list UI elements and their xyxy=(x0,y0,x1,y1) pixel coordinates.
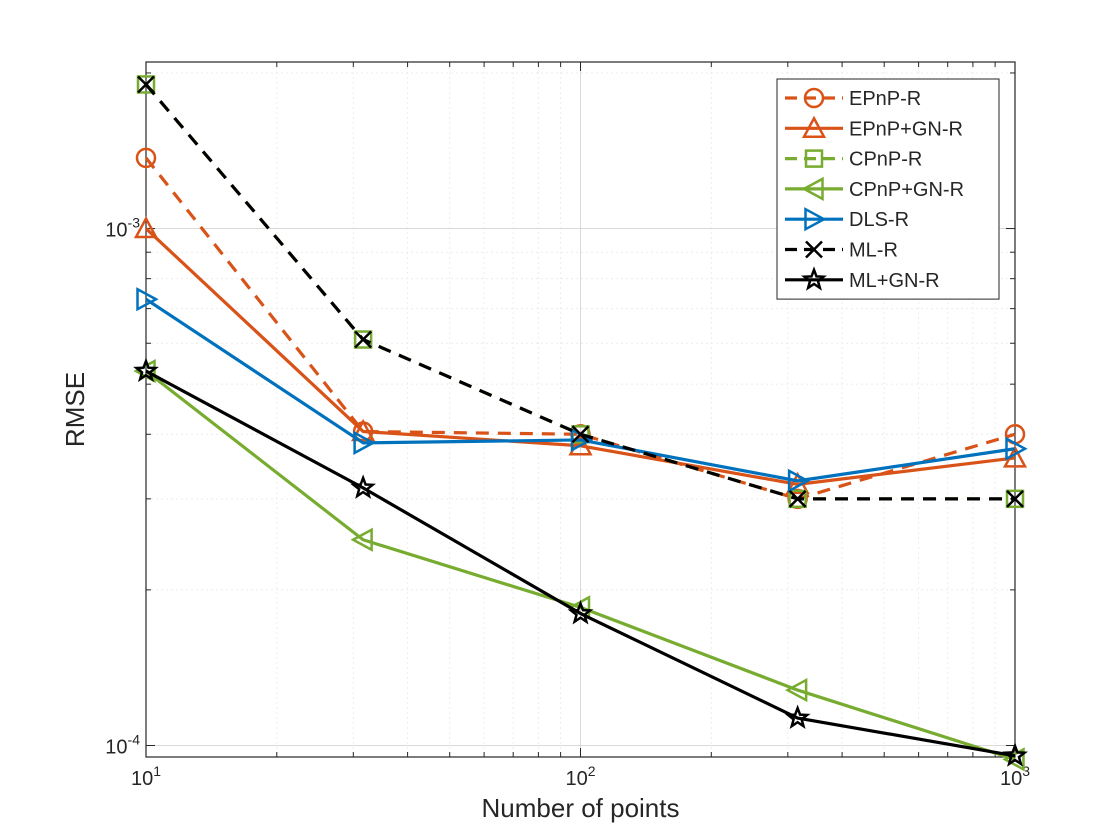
series-line-ml-gn-r xyxy=(145,369,1016,758)
series-ml-r xyxy=(137,75,1024,508)
point-cpnp-r xyxy=(353,330,373,349)
point-cpnp-r xyxy=(1005,489,1025,509)
point-ml-gn-r xyxy=(567,599,594,625)
point-epnp-gn-r xyxy=(133,215,159,239)
series-dls-r xyxy=(136,287,1028,493)
point-dls-r xyxy=(787,468,811,493)
series-line-dls-r xyxy=(145,297,1016,483)
x-tick-label: 103 xyxy=(1000,763,1030,790)
legend-marker-dls-r xyxy=(804,207,827,232)
legend-label-ml-r: ML-R xyxy=(849,240,898,262)
legend-marker-cpnp-gn-r xyxy=(801,176,824,201)
point-ml-r xyxy=(1006,489,1024,508)
point-epnp-gn-r xyxy=(568,433,593,456)
x-axis-label: Number of points xyxy=(482,793,680,823)
series-ml-gn-r xyxy=(133,357,1028,767)
point-ml-r xyxy=(571,425,590,444)
point-epnp-r xyxy=(135,147,157,169)
point-ml-gn-r xyxy=(133,357,159,383)
point-dls-r xyxy=(353,430,376,455)
axis-ticks xyxy=(145,62,1015,757)
y-tick-label: 10-4 xyxy=(105,731,140,758)
point-cpnp-gn-r xyxy=(784,677,808,703)
legend-label-cpnp-gn-r: CPnP+GN-R xyxy=(849,179,964,201)
legend-label-ml-gn-r: ML+GN-R xyxy=(849,270,940,292)
series-line-cpnp-gn-r xyxy=(145,369,1016,761)
point-ml-r xyxy=(354,330,372,349)
point-cpnp-gn-r xyxy=(350,527,373,552)
legend-label-cpnp-r: CPnP-R xyxy=(849,149,922,171)
series-line-epnp-r xyxy=(144,156,1016,501)
point-ml-gn-r xyxy=(784,704,811,730)
series-layer xyxy=(133,75,1028,772)
legend-marker-epnp-gn-r xyxy=(801,115,827,139)
legend-marker-cpnp-r xyxy=(804,149,824,168)
x-tick-label: 101 xyxy=(131,763,161,790)
point-ml-r xyxy=(137,75,155,94)
point-cpnp-r xyxy=(136,75,156,94)
legend-marker-ml-r xyxy=(805,240,823,259)
legend-marker-epnp-r xyxy=(803,87,825,109)
point-dls-r xyxy=(136,287,159,312)
point-cpnp-r xyxy=(788,489,807,509)
point-ml-r xyxy=(788,489,807,508)
tick-labels: 101 102 103 10-4 10-3 xyxy=(105,215,1030,790)
y-axis-label: RMSE xyxy=(60,372,90,447)
legend-label-epnp-gn-r: EPnP+GN-R xyxy=(849,118,963,140)
point-dls-r xyxy=(1005,436,1028,461)
point-ml-gn-r xyxy=(1002,742,1028,767)
legend-label-epnp-r: EPnP-R xyxy=(849,88,921,110)
legend: EPnP-R EPnP+GN-R CPnP-R CPnP+GN-R DLS-R ML-R M… xyxy=(776,78,1000,300)
series-cpnp-gn-r xyxy=(133,358,1025,772)
point-epnp-gn-r xyxy=(351,418,376,442)
point-ml-gn-r xyxy=(350,474,377,499)
y-tick-label: 10-3 xyxy=(105,215,140,242)
legend-label-dls-r: DLS-R xyxy=(849,209,909,231)
legend-marker-ml-gn-r xyxy=(801,266,827,291)
x-tick-label: 102 xyxy=(565,763,595,790)
